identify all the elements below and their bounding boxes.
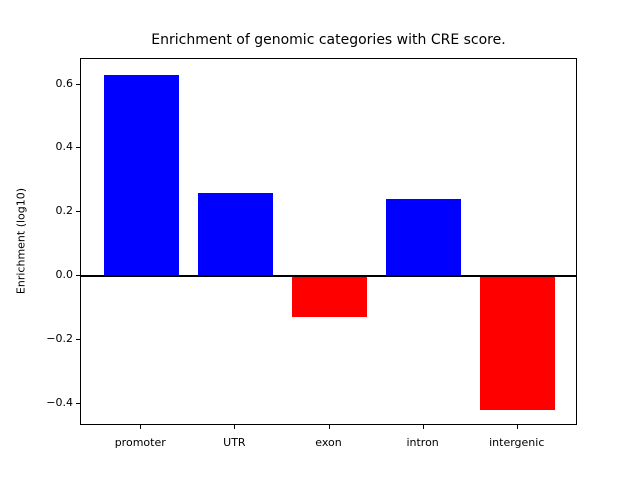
x-tick-label-intron: intron: [406, 436, 439, 449]
y-tick-label: 0.2: [55, 204, 74, 218]
x-tick-label-exon: exon: [315, 436, 342, 449]
x-tick-mark: [516, 425, 518, 429]
y-tick-label: −0.4: [46, 395, 73, 409]
x-tick-label-promoter: promoter: [114, 436, 166, 449]
y-tick-mark: [76, 211, 80, 213]
y-tick-label: −0.2: [46, 331, 73, 345]
bar-UTR: [197, 193, 274, 276]
y-tick-label: 0.4: [55, 140, 74, 154]
y-tick-mark: [76, 83, 80, 85]
x-tick-label-UTR: UTR: [223, 436, 246, 449]
bar-exon: [291, 276, 368, 318]
bar-promoter: [103, 74, 179, 276]
bar-intergenic: [480, 276, 556, 411]
x-tick-label-intergenic: intergenic: [489, 436, 545, 449]
y-tick-mark: [76, 275, 80, 276]
zero-line: [81, 275, 576, 277]
y-tick-mark: [76, 338, 80, 340]
plot-area: [80, 58, 577, 425]
x-tick-mark: [422, 425, 424, 429]
x-tick-mark: [328, 425, 330, 429]
chart-title: Enrichment of genomic categories with CR…: [151, 32, 506, 48]
y-tick-label: 0.6: [55, 76, 74, 90]
x-tick-mark: [140, 425, 142, 429]
y-tick-mark: [76, 147, 80, 149]
y-tick-mark: [76, 402, 80, 404]
bar-intron: [385, 199, 462, 276]
y-tick-label: 0.0: [55, 268, 74, 281]
x-tick-mark: [234, 425, 236, 429]
